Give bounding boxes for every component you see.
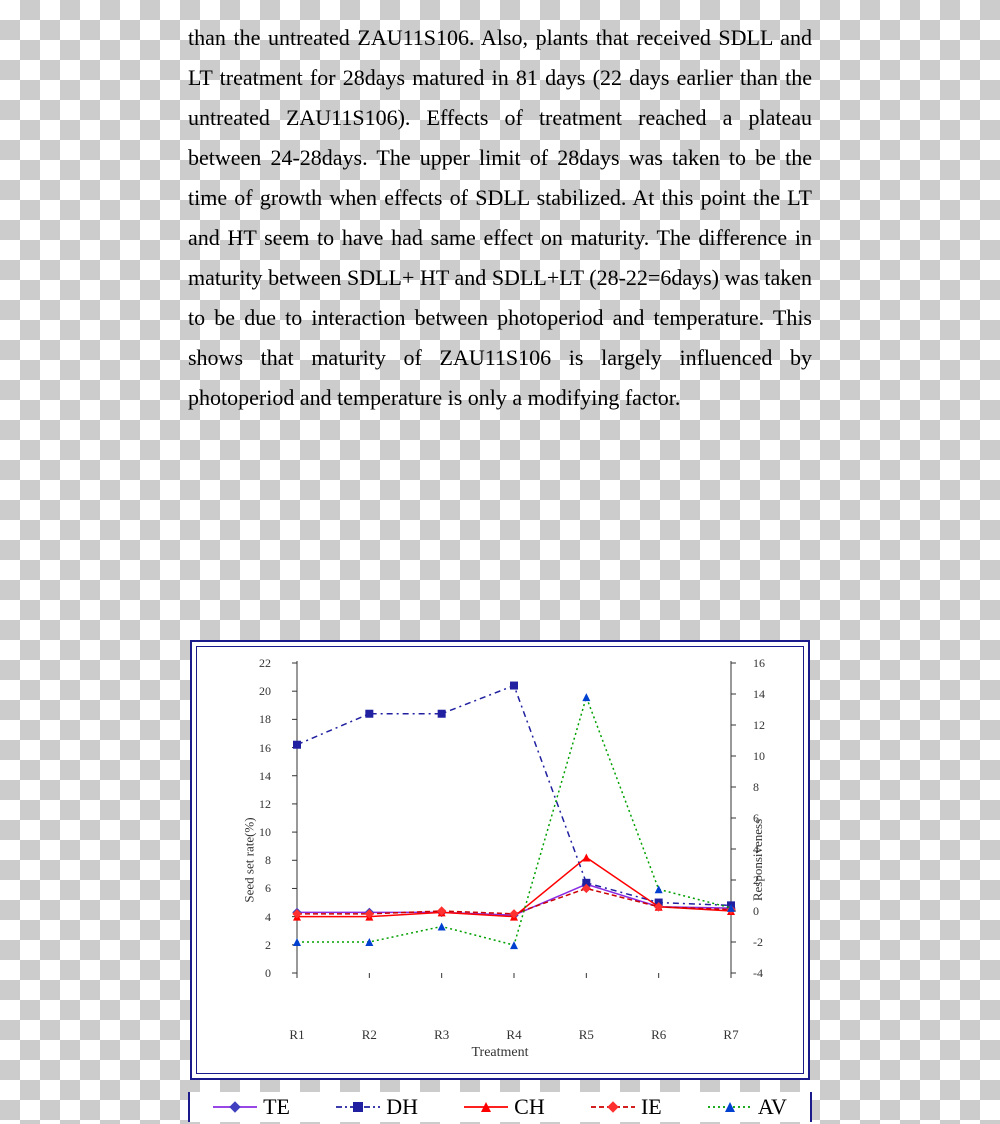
xtick: R3 <box>434 1027 449 1043</box>
ytick-left: 18 <box>251 712 271 727</box>
ytick-right: 14 <box>753 687 775 702</box>
legend-swatch-icon <box>708 1099 752 1115</box>
ytick-right: 12 <box>753 718 775 733</box>
xtick: R2 <box>362 1027 377 1043</box>
ytick-left: 6 <box>251 881 271 896</box>
ytick-right: 8 <box>753 780 775 795</box>
ytick-right: 6 <box>753 811 775 826</box>
ytick-left: 12 <box>251 797 271 812</box>
legend-item-ch: CH <box>464 1094 545 1120</box>
ytick-left: 22 <box>251 656 271 671</box>
legend-swatch-icon <box>591 1099 635 1115</box>
ytick-left: 0 <box>251 966 271 981</box>
legend-label: CH <box>514 1094 545 1120</box>
xtick: R1 <box>289 1027 304 1043</box>
ytick-right: 16 <box>753 656 775 671</box>
ytick-left: 2 <box>251 938 271 953</box>
chart-plot: Seed set rate(%) Responsiveness Treatmen… <box>196 646 804 1074</box>
ytick-right: 4 <box>753 842 775 857</box>
chart-svg <box>277 657 761 1017</box>
ytick-left: 20 <box>251 684 271 699</box>
x-axis-label: Treatment <box>471 1045 528 1061</box>
legend-label: TE <box>263 1094 290 1120</box>
legend-item-av: AV <box>708 1094 787 1120</box>
ytick-left: 10 <box>251 825 271 840</box>
legend-item-ie: IE <box>591 1094 662 1120</box>
legend-swatch-icon <box>336 1099 380 1115</box>
ytick-right: 2 <box>753 873 775 888</box>
ytick-left: 4 <box>251 910 271 925</box>
xtick: R5 <box>579 1027 594 1043</box>
ytick-left: 16 <box>251 741 271 756</box>
legend-swatch-icon <box>213 1099 257 1115</box>
chart-container: Seed set rate(%) Responsiveness Treatmen… <box>190 640 810 1080</box>
body-paragraph: than the untreated ZAU11S106. Also, plan… <box>188 18 812 418</box>
chart-legend: TE DH CH IE AV <box>188 1092 812 1122</box>
ytick-left: 14 <box>251 769 271 784</box>
legend-label: IE <box>641 1094 662 1120</box>
ytick-right: 10 <box>753 749 775 764</box>
legend-label: DH <box>386 1094 418 1120</box>
legend-item-te: TE <box>213 1094 290 1120</box>
ytick-right: 0 <box>753 904 775 919</box>
ytick-right: -4 <box>753 966 775 981</box>
xtick: R7 <box>723 1027 738 1043</box>
legend-swatch-icon <box>464 1099 508 1115</box>
ytick-left: 8 <box>251 853 271 868</box>
legend-label: AV <box>758 1094 787 1120</box>
xtick: R6 <box>651 1027 666 1043</box>
legend-item-dh: DH <box>336 1094 418 1120</box>
xtick: R4 <box>506 1027 521 1043</box>
ytick-right: -2 <box>753 935 775 950</box>
